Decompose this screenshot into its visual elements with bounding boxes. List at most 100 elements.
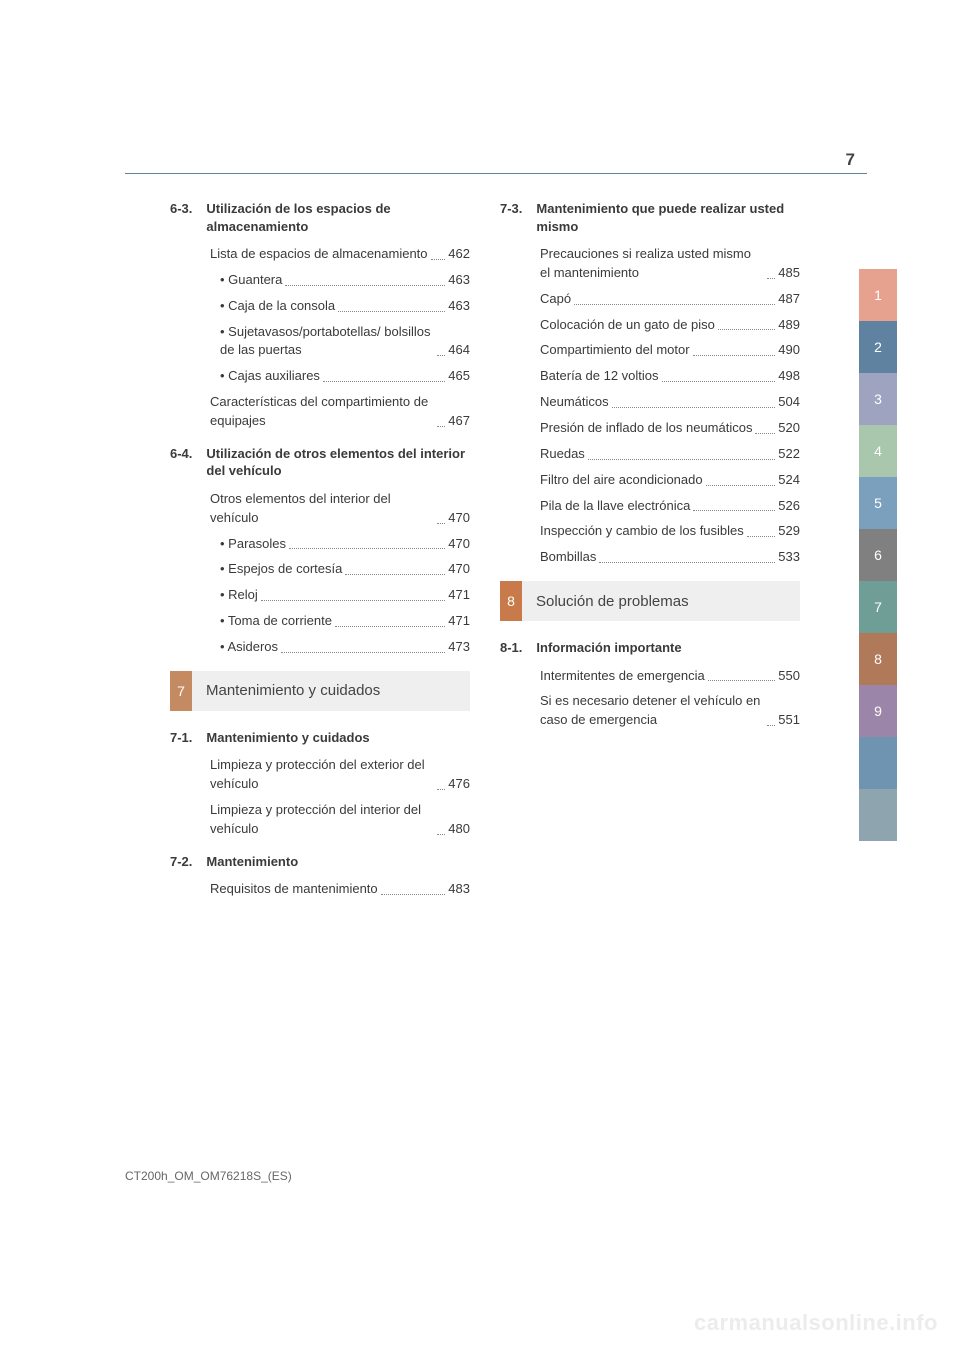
side-tab[interactable] <box>859 737 897 789</box>
toc-entry-label: • Toma de corriente <box>220 612 332 631</box>
side-tab[interactable]: 2 <box>859 321 897 373</box>
toc-entry-page: 473 <box>448 638 470 657</box>
toc-leader-dots <box>612 407 776 408</box>
section-heading: 8-1. Información importante <box>500 639 800 657</box>
toc-entry-page: 550 <box>778 667 800 686</box>
chapter-number: 8 <box>500 581 522 621</box>
toc-entry: Intermitentes de emergencia550 <box>500 667 800 686</box>
side-tab[interactable] <box>859 789 897 841</box>
toc-leader-dots <box>381 894 446 895</box>
toc-entry: • Asideros473 <box>170 638 470 657</box>
section-title: Mantenimiento y cuidados <box>206 729 470 747</box>
section-title: Utilización de otros elementos del inter… <box>206 445 470 480</box>
side-tab[interactable]: 6 <box>859 529 897 581</box>
toc-leader-dots <box>437 523 445 524</box>
toc-leader-dots <box>281 652 445 653</box>
toc-entry-label: Neumáticos <box>540 393 609 412</box>
section-number: 6-4. <box>170 445 192 480</box>
section-7-2: 7-2. Mantenimiento Requisitos de manteni… <box>170 853 470 899</box>
toc-entry-label: Limpieza y protección del interior del v… <box>210 801 434 839</box>
section-7-1: 7-1. Mantenimiento y cuidados Limpieza y… <box>170 729 470 839</box>
toc-entry-label: • Cajas auxiliares <box>220 367 320 386</box>
toc-entry-label: Características del compartimiento de eq… <box>210 393 434 431</box>
toc-entry-page: 467 <box>448 412 470 431</box>
section-7-3: 7-3. Mantenimiento que puede realizar us… <box>500 200 800 567</box>
section-heading: 7-3. Mantenimiento que puede realizar us… <box>500 200 800 235</box>
side-tab[interactable]: 3 <box>859 373 897 425</box>
side-tabs: 123456789 <box>859 269 897 841</box>
toc-entry-page: 522 <box>778 445 800 464</box>
section-6-4: 6-4. Utilización de otros elementos del … <box>170 445 470 657</box>
side-tab[interactable]: 1 <box>859 269 897 321</box>
toc-leader-dots <box>755 433 775 434</box>
toc-entry-label: Bombillas <box>540 548 596 567</box>
toc-leader-dots <box>599 562 775 563</box>
toc-entry-page: 480 <box>448 820 470 839</box>
toc-entry: • Sujetavasos/portabotellas/ bolsillos d… <box>170 323 470 361</box>
toc-entry: • Caja de la consola 463 <box>170 297 470 316</box>
toc-leader-dots <box>335 626 445 627</box>
toc-leader-dots <box>345 574 445 575</box>
toc-entry-page: 471 <box>448 586 470 605</box>
toc-entry: • Parasoles470 <box>170 535 470 554</box>
toc-entry-label: Lista de espacios de almacenamiento <box>210 245 428 264</box>
toc-entry: Bombillas533 <box>500 548 800 567</box>
section-6-3: 6-3. Utilización de los espacios de alma… <box>170 200 470 431</box>
side-tab[interactable]: 5 <box>859 477 897 529</box>
toc-entry: • Espejos de cortesía 470 <box>170 560 470 579</box>
toc-entry-page: 485 <box>778 264 800 283</box>
section-number: 7-3. <box>500 200 522 235</box>
toc-entry: Presión de inflado de los neumáticos 520 <box>500 419 800 438</box>
page-number: 7 <box>846 150 855 170</box>
toc-entry-page: 471 <box>448 612 470 631</box>
toc-entry-page: 487 <box>778 290 800 309</box>
toc-entry: Capó487 <box>500 290 800 309</box>
toc-leader-dots <box>574 304 775 305</box>
content-columns: 6-3. Utilización de los espacios de alma… <box>170 200 800 913</box>
side-tab[interactable]: 4 <box>859 425 897 477</box>
toc-entry-page: 498 <box>778 367 800 386</box>
toc-entry-label: Inspección y cambio de los fusibles <box>540 522 744 541</box>
chapter-7-band: 7 Mantenimiento y cuidados <box>170 671 470 711</box>
toc-entry-label: Limpieza y protección del exterior del v… <box>210 756 434 794</box>
toc-leader-dots <box>706 485 776 486</box>
side-tab[interactable]: 8 <box>859 633 897 685</box>
toc-entry-label: • Caja de la consola <box>220 297 335 316</box>
toc-leader-dots <box>261 600 446 601</box>
toc-entry-label: Precauciones si realiza usted mismo el m… <box>540 245 764 283</box>
toc-entry-page: 490 <box>778 341 800 360</box>
toc-leader-dots <box>588 459 775 460</box>
toc-entry-label: Presión de inflado de los neumáticos <box>540 419 752 438</box>
toc-entry-label: Filtro del aire acondicionado <box>540 471 703 490</box>
footer-code: CT200h_OM_OM76218S_(ES) <box>125 1169 292 1183</box>
toc-entry: Características del compartimiento de eq… <box>170 393 470 431</box>
toc-entry-label: Pila de la llave electrónica <box>540 497 690 516</box>
side-tab[interactable]: 7 <box>859 581 897 633</box>
side-tab[interactable]: 9 <box>859 685 897 737</box>
left-column: 6-3. Utilización de los espacios de alma… <box>170 200 470 913</box>
toc-entry-page: 463 <box>448 297 470 316</box>
toc-entry-page: 470 <box>448 560 470 579</box>
toc-entry-label: Otros elementos del interior del vehícul… <box>210 490 434 528</box>
horizontal-rule <box>125 173 867 174</box>
toc-entry-label: Si es necesario detener el vehículo en c… <box>540 692 764 730</box>
toc-entry-label: • Espejos de cortesía <box>220 560 342 579</box>
section-number: 8-1. <box>500 639 522 657</box>
section-heading: 7-2. Mantenimiento <box>170 853 470 871</box>
section-title: Mantenimiento que puede realizar usted m… <box>536 200 800 235</box>
toc-entry-label: • Reloj <box>220 586 258 605</box>
toc-leader-dots <box>338 311 445 312</box>
toc-entry-page: 529 <box>778 522 800 541</box>
toc-entry-page: 524 <box>778 471 800 490</box>
toc-entry: Inspección y cambio de los fusibles 529 <box>500 522 800 541</box>
toc-entry: • Cajas auxiliares465 <box>170 367 470 386</box>
watermark: carmanualsonline.info <box>694 1310 938 1336</box>
toc-leader-dots <box>431 259 446 260</box>
toc-entry-page: 520 <box>778 419 800 438</box>
toc-entry-page: 464 <box>448 341 470 360</box>
section-8-1: 8-1. Información importante Intermitente… <box>500 639 800 730</box>
section-heading: 6-3. Utilización de los espacios de alma… <box>170 200 470 235</box>
toc-entry: Compartimiento del motor490 <box>500 341 800 360</box>
toc-entry: Pila de la llave electrónica526 <box>500 497 800 516</box>
toc-leader-dots <box>437 789 445 790</box>
